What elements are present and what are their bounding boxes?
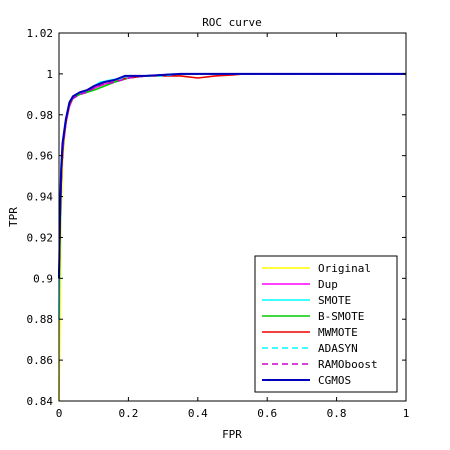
legend-label-original: Original	[318, 262, 371, 275]
y-tick-label: 1.02	[27, 27, 54, 40]
x-tick-label: 0.8	[327, 407, 347, 420]
legend-label-dup: Dup	[318, 278, 338, 291]
y-tick-label: 0.92	[27, 231, 54, 244]
series-line-cgmos	[58, 72, 406, 279]
legend-label-smote: SMOTE	[318, 294, 351, 307]
legend-label-ramoboost: RAMOboost	[318, 358, 378, 371]
y-tick-label: 0.84	[27, 395, 54, 408]
y-tick-label: 0.88	[27, 313, 54, 326]
x-tick-label: 0.2	[118, 407, 138, 420]
x-tick-label: 0.4	[188, 407, 208, 420]
x-tick-label: 0.6	[257, 407, 277, 420]
y-tick-label: 0.86	[27, 354, 54, 367]
y-tick-label: 0.9	[33, 272, 53, 285]
legend-label-cgmos: CGMOS	[318, 374, 351, 387]
y-tick-label: 1	[46, 68, 53, 81]
legend-label-b-smote: B-SMOTE	[318, 310, 364, 323]
y-tick-label: 0.96	[27, 150, 54, 163]
x-axis-label: FPR	[222, 428, 242, 441]
legend-label-adasyn: ADASYN	[318, 342, 358, 355]
axes-frame	[58, 32, 407, 402]
axis-ticks: 0 0.2 0.4 0.6 0.8 1 0.84 0.86 0.88 0.9 0.92 0.94 0.9…	[27, 27, 410, 420]
y-tick-label: 0.94	[27, 191, 54, 204]
y-axis-label: TPR	[7, 207, 20, 227]
legend-box	[254, 255, 398, 393]
y-tick-label: 0.98	[27, 109, 54, 122]
x-tick-label: 0	[56, 407, 63, 420]
chart-title: ROC curve	[202, 16, 262, 29]
plot-area	[58, 72, 406, 402]
legend: Original Dup SMOTE B-SMOTE MWMOTE ADASYN RAMOb…	[254, 255, 398, 393]
x-tick-label: 1	[403, 407, 410, 420]
legend-label-mwmote: MWMOTE	[318, 326, 358, 339]
